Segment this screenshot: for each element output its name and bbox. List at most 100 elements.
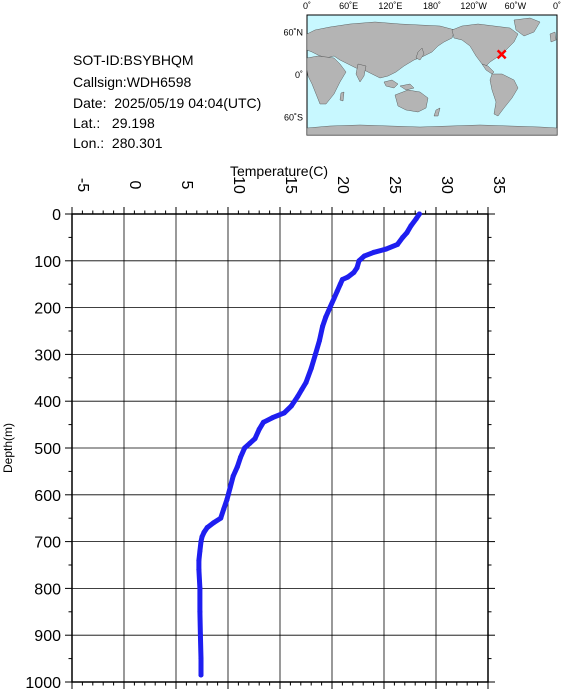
x-tick-label: 15 [282, 176, 299, 194]
y-axis-label: Depth(m) [1, 423, 15, 473]
data-point [198, 672, 204, 678]
y-tick-label: 1000 [25, 675, 61, 690]
data-point [198, 539, 204, 545]
data-point [237, 454, 243, 460]
data-point [295, 394, 301, 400]
map-longitude-label: 60˚E [339, 1, 358, 11]
data-point [317, 337, 323, 343]
data-point [413, 216, 419, 222]
y-tick-label: 800 [34, 581, 61, 598]
data-point [199, 534, 205, 540]
data-point [320, 323, 326, 329]
data-point [416, 211, 422, 217]
data-point [404, 230, 410, 236]
x-tick-label: 30 [438, 176, 455, 194]
data-point [331, 295, 337, 301]
plot-frame [71, 213, 489, 683]
data-point [230, 473, 236, 479]
latitude-text: Lat.: 29.198 [73, 115, 155, 131]
sot-id-text: SOT-ID:BSYBHQM [73, 52, 194, 68]
y-tick-label: 200 [34, 301, 61, 318]
map-latitude-label: 60˚S [284, 112, 303, 122]
y-tick-label: 300 [34, 347, 61, 364]
x-tick-label: 5 [178, 181, 195, 190]
temperature-line [196, 211, 422, 678]
data-point [197, 632, 203, 638]
data-point [395, 241, 401, 247]
data-point [197, 585, 203, 591]
data-point [337, 281, 343, 287]
x-tick-label: -5 [74, 178, 91, 192]
data-point [356, 258, 362, 264]
data-point [198, 656, 204, 662]
data-point [303, 379, 309, 385]
data-point [327, 305, 333, 311]
x-tick-label: 10 [230, 176, 247, 194]
map-longitude-label: 120˚E [378, 1, 402, 11]
map-longitude-label: 120˚W [460, 1, 487, 11]
x-tick-label: 25 [386, 176, 403, 194]
data-point [201, 529, 207, 535]
data-point [204, 525, 210, 531]
data-point [299, 387, 305, 392]
map-longitude-label: 60˚W [505, 1, 527, 11]
location-map: 0˚ 60˚E 120˚E 180˚ 120˚W 60˚W 0˚ 60˚N 0˚ 60˚S [283, 1, 561, 136]
data-point [260, 419, 266, 425]
x-axis-label: Temperature(C) [230, 163, 328, 179]
map-latitude-label: 60˚N [283, 28, 303, 38]
y-axis-ticks: 0 100 200 300 400 500 600 700 800 900 1000 [25, 207, 495, 690]
data-point [371, 249, 377, 255]
map-longitude-labels: 0˚ 60˚E 120˚E 180˚ 120˚W 60˚W 0˚ [303, 1, 561, 11]
x-tick-label: 20 [334, 176, 351, 194]
data-point [400, 234, 406, 240]
data-point [323, 314, 329, 320]
callsign-text: Callsign:WDH6598 [73, 74, 192, 90]
map-latitude-labels: 60˚N 0˚ 60˚S [283, 28, 303, 123]
data-point [247, 440, 253, 446]
data-point [312, 351, 318, 357]
y-tick-label: 700 [34, 535, 61, 552]
data-point [221, 506, 227, 512]
data-point [408, 223, 414, 229]
data-point [196, 567, 202, 573]
x-tick-label: 0 [126, 181, 143, 190]
longitude-text: Lon.: 280.301 [73, 135, 163, 151]
data-point [354, 265, 360, 271]
y-tick-label: 400 [34, 394, 61, 411]
y-tick-label: 100 [34, 254, 61, 271]
grid-lines [72, 214, 488, 682]
data-point [351, 270, 357, 275]
y-tick-label: 0 [52, 207, 61, 224]
y-tick-label: 500 [34, 441, 61, 458]
y-tick-label: 900 [34, 628, 61, 645]
data-point [334, 288, 340, 294]
map-longitude-label: 180˚ [423, 1, 441, 11]
data-point [256, 426, 262, 432]
data-point [234, 464, 240, 470]
data-point [197, 548, 203, 554]
data-point [197, 609, 203, 615]
data-point [288, 403, 294, 409]
map-longitude-label: 0˚ [303, 1, 311, 11]
data-point [242, 445, 248, 451]
map-land [306, 17, 558, 136]
location-marker-icon [496, 49, 507, 60]
data-point [339, 277, 345, 283]
data-point [218, 515, 224, 521]
map-longitude-label: 0˚ [553, 1, 561, 11]
data-point [224, 496, 230, 502]
data-point [252, 436, 258, 442]
data-point [227, 485, 233, 491]
data-point [210, 520, 216, 526]
temperature-series [196, 211, 422, 678]
x-axis-ticks: -5 0 5 10 15 20 25 30 35 [71, 176, 507, 689]
x-tick-label: 35 [490, 176, 507, 194]
data-point [196, 557, 202, 563]
data-point [361, 253, 367, 259]
data-point [270, 415, 276, 421]
data-point [281, 410, 287, 416]
location-marker [496, 49, 507, 60]
y-tick-label: 600 [34, 488, 61, 505]
data-point [345, 274, 351, 280]
